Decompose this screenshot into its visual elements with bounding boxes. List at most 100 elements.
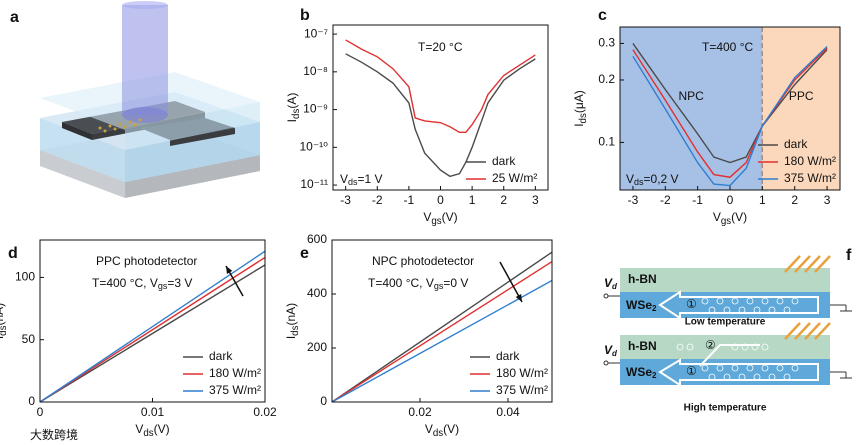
series-line	[345, 53, 536, 178]
series-line	[345, 39, 536, 133]
arrow-head	[226, 266, 233, 274]
x-axis-label: Vds(V)	[135, 422, 169, 438]
x-tick-label: 2	[791, 193, 798, 207]
text-piece: V	[604, 276, 613, 290]
legend-label: dark	[492, 154, 516, 168]
y-tick-label: 10⁻⁸	[303, 64, 328, 78]
text-piece: NPC photodetector	[372, 254, 474, 268]
text-piece: T=400 °C, V	[92, 276, 158, 290]
channel-label: ①	[686, 364, 697, 378]
y-tick-label: 0.3	[598, 36, 615, 50]
text-piece: T=20 °C	[418, 40, 463, 54]
y-tick-label: 200	[307, 340, 327, 354]
text-piece: V	[340, 172, 348, 186]
series-line	[632, 47, 828, 178]
y-tick-label: 0	[320, 394, 327, 408]
current-arrow	[658, 358, 819, 387]
legend-label: 25 W/m²	[492, 171, 537, 185]
annotation: PPC photodetector	[96, 254, 197, 268]
terminal	[603, 360, 609, 366]
current-arrow	[699, 344, 760, 367]
text-piece: V	[713, 210, 721, 224]
x-tick-label: 0	[727, 193, 734, 207]
x-tick-label: 2	[500, 193, 507, 207]
panel-label: a	[10, 9, 19, 26]
legend-label: dark	[784, 137, 808, 151]
annotation: T=20 °C	[418, 40, 463, 54]
text-piece: ds	[0, 325, 9, 335]
text-piece: T=400 °C	[702, 40, 753, 54]
x-tick-label: -2	[660, 193, 671, 207]
x-tick-label: 0	[37, 405, 44, 419]
arrow-head	[515, 294, 522, 302]
x-tick-label: 0.01	[141, 405, 165, 419]
panel-label: d	[8, 245, 18, 262]
text-piece: (μA)	[572, 90, 586, 113]
text-piece: I	[284, 336, 298, 339]
text-piece: gs	[158, 281, 168, 291]
text-piece: d	[612, 349, 618, 358]
trend-arrow	[499, 261, 523, 303]
legend-label: 180 W/m²	[784, 154, 836, 168]
legend-label: 375 W/m²	[209, 383, 261, 397]
annotation: T=400 °C, Vgs=0 V	[368, 276, 468, 291]
text-piece: 2	[652, 304, 657, 313]
text-piece: ds	[634, 177, 644, 187]
y-tick-label: 10⁻¹⁰	[300, 139, 329, 153]
x-axis-label: Vgs(V)	[713, 210, 747, 226]
legend-label: 375 W/m²	[784, 171, 836, 185]
y-axis-label: Ids(μA)	[572, 90, 588, 127]
x-tick-label: -3	[628, 193, 639, 207]
annotation: Vds=0,2 V	[626, 172, 679, 187]
text-piece: T=400 °C, V	[368, 276, 434, 290]
panel-label: f	[846, 247, 852, 264]
text-piece: =0,2 V	[644, 172, 679, 186]
x-tick-label: 0.02	[253, 405, 277, 419]
series-line	[332, 251, 552, 402]
series-line	[40, 256, 265, 402]
y-tick-label: 0.1	[598, 135, 615, 149]
text-piece: 2	[652, 371, 657, 380]
panel-label: b	[300, 7, 310, 24]
text-piece: (V)	[154, 422, 170, 436]
legend-label: 375 W/m²	[496, 383, 548, 397]
legend-label: dark	[496, 349, 520, 363]
x-tick-label: 1	[759, 193, 766, 207]
series-line	[40, 250, 265, 402]
text-piece: (V)	[442, 210, 458, 224]
y-tick-label: 10⁻⁷	[304, 26, 328, 40]
channel-label: ②	[705, 338, 716, 352]
layer-label: h-BN	[628, 272, 657, 286]
panel-label: c	[598, 7, 607, 24]
text-piece: ds	[578, 113, 589, 123]
annotation: T=400 °C	[702, 40, 753, 54]
caption: Low temperature	[685, 317, 766, 328]
light-rays	[784, 255, 831, 273]
x-tick-label: -3	[340, 193, 351, 207]
axes-frame	[39, 239, 266, 403]
region	[620, 27, 763, 190]
x-tick-label: -2	[372, 193, 383, 207]
text-piece: (V)	[443, 422, 459, 436]
text-piece: ds	[290, 325, 301, 335]
x-tick-label: 0.02	[408, 405, 432, 419]
text-piece: ds	[433, 428, 443, 439]
y-tick-label: 100	[15, 270, 35, 284]
device-illustration: a	[10, 1, 260, 198]
band-diagram: f h-BN WSe2 Vd ① Low temperature h-BN WS…	[603, 247, 852, 414]
text-piece: =1 V	[358, 172, 383, 186]
terminal	[603, 293, 609, 299]
text-piece: (nA)	[284, 303, 298, 326]
layer-label: h-BN	[628, 339, 657, 353]
y-tick-label: 0.2	[598, 72, 615, 86]
y-tick-label: 10⁻⁹	[303, 102, 328, 116]
series-line	[332, 279, 552, 402]
axes-frame	[619, 26, 841, 191]
text-piece: V	[626, 172, 634, 186]
watermark: 大数跨境	[30, 427, 78, 442]
x-tick-label: 0.04	[496, 405, 520, 419]
text-piece: V	[423, 210, 431, 224]
region-label: NPC	[679, 89, 705, 103]
legend-label: dark	[209, 349, 233, 363]
text-piece: (V)	[731, 210, 747, 224]
